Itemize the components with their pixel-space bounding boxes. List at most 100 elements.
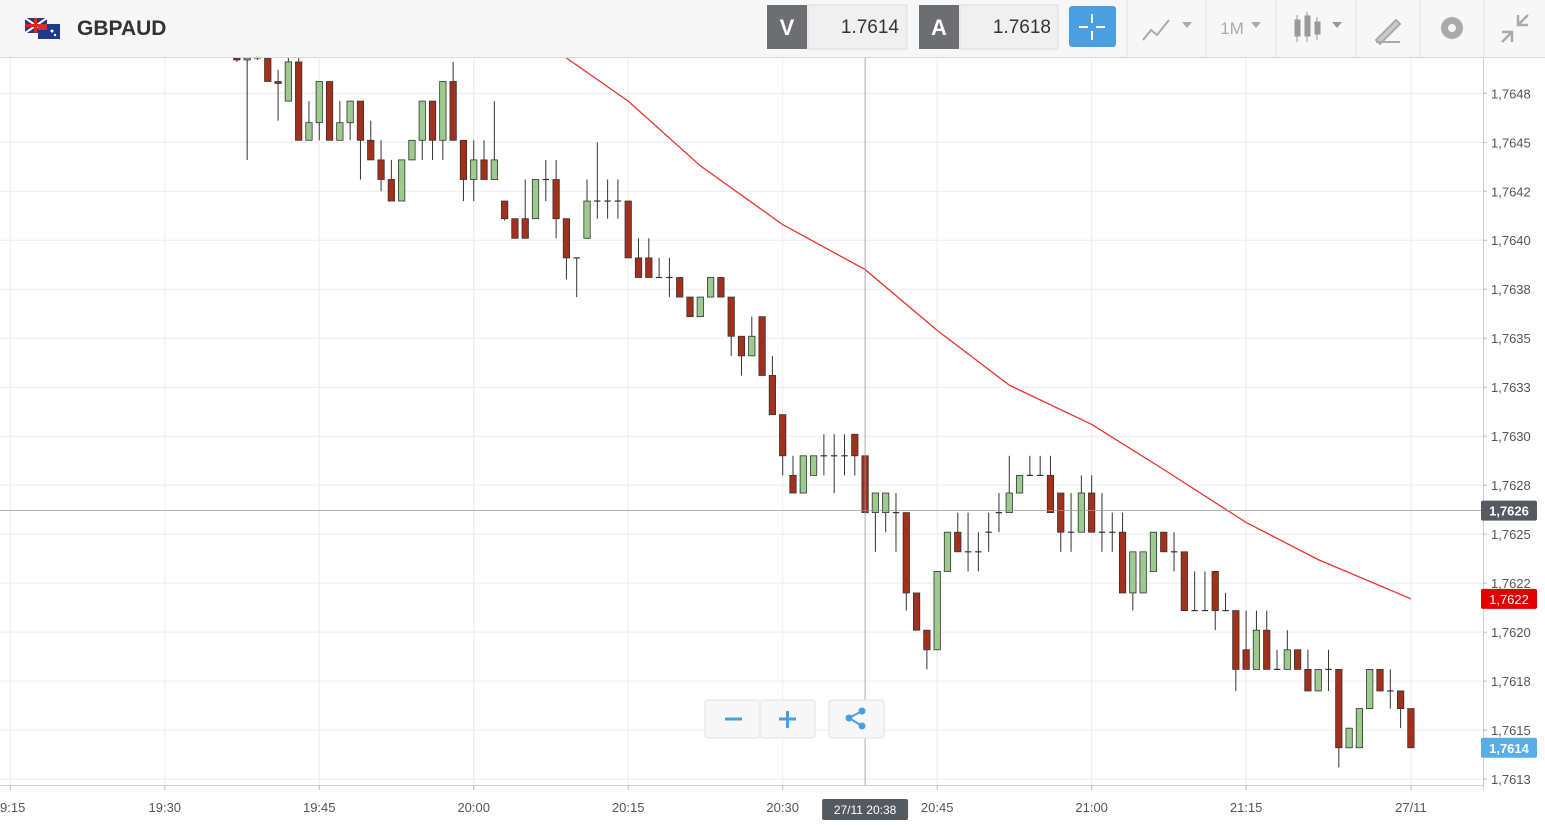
share-button[interactable] [828, 699, 885, 739]
candle-body [748, 335, 756, 357]
candle [1242, 610, 1250, 670]
timeframe-button[interactable]: 1M [1220, 19, 1261, 38]
candle [1263, 610, 1271, 670]
candle-body [336, 122, 344, 141]
candle [1407, 708, 1415, 749]
candle-body [799, 455, 807, 494]
x-tick-label: 21:00 [1075, 800, 1108, 815]
header-separators [1126, 0, 1485, 57]
candle [830, 434, 838, 494]
candle [1098, 493, 1106, 552]
candle [624, 200, 632, 259]
y-tick-label: 1,7642 [1491, 184, 1531, 199]
candle [336, 101, 344, 141]
candle-body [809, 455, 818, 476]
candle [377, 140, 385, 192]
sell-button[interactable]: V 1.7614 [767, 4, 908, 50]
x-tick-label: 27/11 [1395, 800, 1427, 815]
x-tick-label: 9:15 [0, 800, 25, 815]
candle [325, 81, 334, 141]
candle [594, 142, 601, 219]
timeframe: 1M [1220, 19, 1244, 38]
symbol: GBPAUD [77, 17, 166, 40]
candle [1232, 610, 1240, 691]
y-tick-label: 1,7633 [1491, 380, 1531, 395]
candle [356, 100, 365, 180]
y-tick-label: 1,7628 [1491, 478, 1531, 493]
candle [841, 434, 848, 476]
candle-style-button[interactable] [1294, 12, 1342, 42]
candle [408, 139, 416, 161]
candle-body [305, 122, 313, 141]
candle [975, 532, 982, 572]
candle [779, 414, 787, 476]
candle-body [696, 296, 704, 318]
candle-body [1149, 531, 1158, 572]
candle [387, 159, 395, 202]
chart-type-button[interactable] [1142, 19, 1192, 41]
candle [655, 257, 663, 279]
candle-body [325, 81, 334, 141]
candle [1077, 475, 1085, 533]
x-tick-label: 19:30 [149, 800, 182, 815]
candle-body [758, 316, 766, 376]
candle-body [676, 277, 684, 298]
candle [666, 257, 673, 298]
candle-body [439, 81, 447, 141]
candle-body [1160, 531, 1168, 553]
candle [1335, 668, 1343, 768]
candle-body [480, 159, 488, 180]
buy-button[interactable]: A 1.7618 [919, 4, 1059, 50]
candle [871, 492, 879, 552]
candle-body [1118, 531, 1127, 594]
y-tick-label: 1,7648 [1491, 86, 1531, 101]
candle [367, 120, 375, 161]
candle-body [356, 100, 365, 141]
candle [1211, 571, 1219, 631]
candle [274, 69, 282, 121]
draw-tools-button[interactable] [1374, 18, 1402, 46]
crosshair-button[interactable] [1069, 6, 1116, 47]
zoom-out-button[interactable] [704, 699, 761, 739]
candle [254, 58, 261, 60]
candle [1222, 592, 1229, 612]
candle-body [1232, 610, 1240, 670]
candle [1026, 455, 1034, 476]
y-tick-label: 1,7620 [1491, 625, 1531, 640]
candle [1046, 455, 1055, 514]
candle [707, 277, 715, 298]
y-tick-label: 1,7635 [1491, 331, 1531, 346]
y-tick-label: 1,7630 [1491, 429, 1531, 444]
candle [676, 277, 684, 298]
sell-price: 1.7614 [841, 17, 900, 38]
fullscreen-button[interactable] [1501, 14, 1529, 43]
candle [758, 316, 766, 376]
candle-body [645, 257, 653, 278]
settings-button[interactable] [1441, 17, 1463, 39]
candle [954, 512, 962, 553]
candle [470, 140, 478, 202]
candle [1036, 455, 1044, 476]
candle [428, 100, 437, 160]
candle-body [717, 277, 725, 298]
candle [727, 296, 735, 356]
candle [418, 100, 426, 160]
candle-body [634, 257, 643, 278]
candle [717, 277, 725, 298]
candle-body [768, 375, 776, 416]
candle [985, 512, 992, 552]
candle-body [933, 571, 941, 651]
candle [696, 296, 704, 318]
candle [737, 335, 746, 376]
y-tick-label: 1,7615 [1491, 723, 1531, 738]
candle-body [727, 296, 735, 337]
candle [882, 492, 890, 533]
zoom-in-button[interactable] [759, 699, 816, 739]
candle [1160, 531, 1168, 553]
candle-body [1046, 474, 1055, 514]
plot-area [233, 58, 1415, 768]
candle-body [1242, 649, 1250, 670]
candle [634, 238, 643, 278]
x-tick-label: 20:00 [457, 800, 490, 815]
